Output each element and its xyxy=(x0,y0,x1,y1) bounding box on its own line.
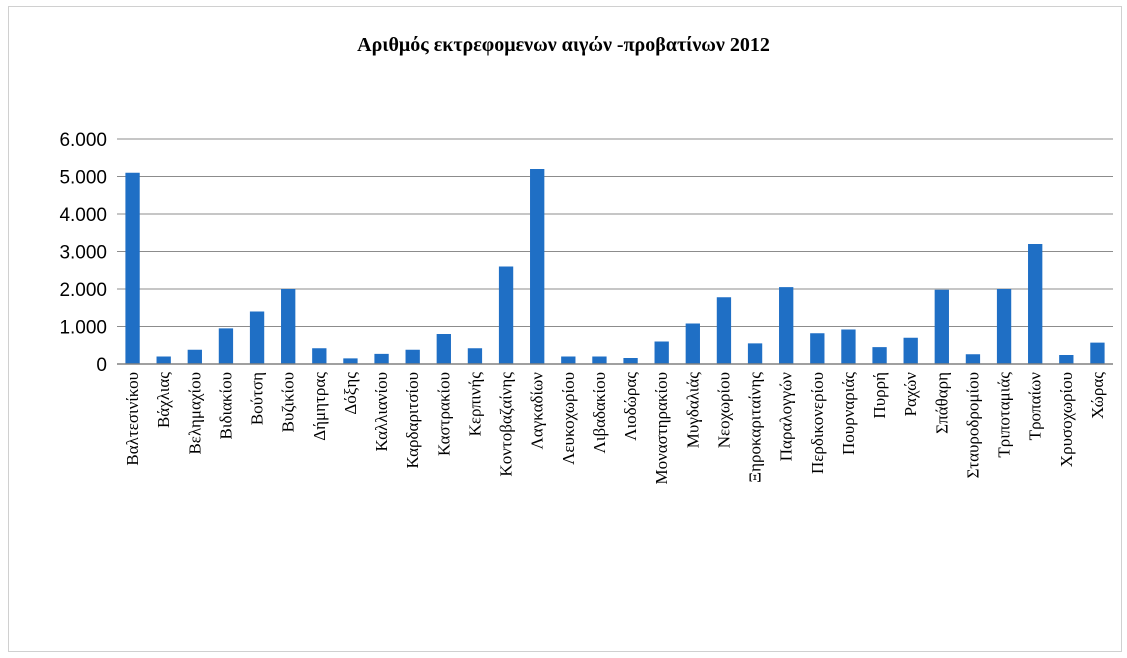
bar xyxy=(530,169,545,364)
bar xyxy=(374,353,389,364)
y-tick-label: 3.000 xyxy=(59,243,107,264)
bar xyxy=(841,329,856,364)
bar xyxy=(685,323,700,364)
x-tick-label: Παραλογγών xyxy=(777,372,796,462)
bar xyxy=(872,347,887,364)
x-tick-label: Βελημαχίου xyxy=(185,372,204,455)
x-tick-label: Τριποταμιάς xyxy=(995,372,1014,458)
x-tick-label: Ξηροκαριταίνης xyxy=(746,372,765,483)
x-tick-label: Λαγκαδίων xyxy=(528,372,547,450)
y-tick-label: 5.000 xyxy=(59,168,107,189)
y-tick-label: 2.000 xyxy=(59,280,107,301)
x-tick-label: Τροπαίων xyxy=(1026,372,1045,441)
x-tick-label: Περδικονερίου xyxy=(808,372,827,474)
bar xyxy=(623,358,638,364)
y-tick-label: 0 xyxy=(96,355,107,376)
bars xyxy=(125,169,1105,364)
bar xyxy=(249,311,265,364)
x-tick-label: Δόξης xyxy=(341,372,360,415)
y-tick-label: 6.000 xyxy=(59,130,107,151)
bar xyxy=(903,337,918,364)
x-tick-label: Λιβαδακίου xyxy=(590,372,609,453)
bar xyxy=(218,328,234,364)
x-tick-label: Κερπινής xyxy=(465,372,484,437)
bar xyxy=(965,354,981,364)
bar xyxy=(436,334,451,364)
bar xyxy=(312,348,327,364)
bar xyxy=(592,356,607,364)
x-tick-label: Βαλτεσινίκου xyxy=(123,372,142,466)
bar xyxy=(405,349,420,364)
bar xyxy=(716,297,732,364)
x-tick-label: Βάχλιας xyxy=(154,372,173,428)
x-tick-label: Βούτση xyxy=(248,372,267,425)
bar xyxy=(187,349,202,364)
bar xyxy=(561,356,576,364)
bar xyxy=(810,333,825,364)
x-tick-label: Καλλιανίου xyxy=(372,372,391,452)
y-tick-label: 1.000 xyxy=(59,318,107,339)
bar xyxy=(747,343,763,364)
bar xyxy=(779,287,794,364)
bar xyxy=(281,289,296,364)
bar xyxy=(934,289,949,364)
x-tick-label: Βιδιακίου xyxy=(216,372,235,439)
x-tick-label: Λευκοχωρίου xyxy=(559,372,578,465)
x-tick-label: Πουρναριάς xyxy=(839,372,858,455)
bar xyxy=(125,172,140,364)
bar xyxy=(1090,342,1105,364)
y-axis-tick-labels: 0 1.000 2.000 3.000 4.000 5.000 6.000 xyxy=(59,130,107,376)
x-tick-label: Καστρακίου xyxy=(434,372,453,456)
x-tick-label: Δήμητρας xyxy=(310,372,329,441)
gridlines xyxy=(117,138,1113,327)
x-tick-label: Πυρρή xyxy=(870,372,889,419)
x-tick-label: Λιοδώρας xyxy=(621,372,640,441)
chart-title: Αριθμός εκτρεφομενων αιγών -προβατίνων 2… xyxy=(357,34,770,56)
x-tick-label: Σπάθαρη xyxy=(932,372,951,434)
x-tick-label: Βυζικίου xyxy=(279,372,298,432)
bar xyxy=(156,356,171,364)
x-tick-label: Μυγδαλιάς xyxy=(683,372,702,448)
x-tick-label: Χώρας xyxy=(1088,372,1107,419)
bar xyxy=(498,266,514,364)
bar xyxy=(654,341,669,364)
x-tick-label: Ραχών xyxy=(901,372,920,417)
x-tick-label: Μοναστηρακίου xyxy=(652,372,671,485)
x-tick-label: Σταυροδρομίου xyxy=(963,372,982,478)
bar xyxy=(467,348,483,364)
bar xyxy=(343,358,358,364)
bar xyxy=(996,289,1012,364)
x-tick-label: Καρδαριτσίου xyxy=(403,372,422,469)
bar xyxy=(1059,355,1074,364)
x-tick-label: Χρυσοχωρίου xyxy=(1057,372,1076,467)
y-tick-label: 4.000 xyxy=(59,205,107,226)
x-tick-label: Κοντοβαζαίνης xyxy=(497,372,516,477)
x-axis-tick-labels: Βαλτεσινίκου Βάχλιας Βελημαχίου Βιδιακίου Βο… xyxy=(123,372,1107,485)
x-tick-label: Νεοχωρίου xyxy=(714,372,733,448)
bar xyxy=(1028,244,1043,364)
